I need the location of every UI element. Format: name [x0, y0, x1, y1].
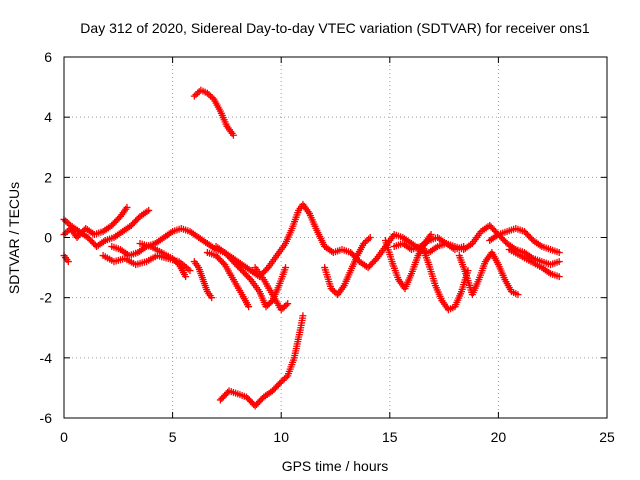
- series-track-p: [455, 249, 522, 299]
- data-points: [60, 86, 563, 410]
- data-point: [277, 306, 285, 314]
- data-point: [264, 301, 272, 309]
- data-point: [371, 256, 379, 264]
- y-tick-label: -2: [40, 290, 53, 306]
- series-track-k: [190, 86, 237, 139]
- series-track-b: [60, 206, 153, 251]
- data-point: [145, 206, 153, 214]
- data-point: [262, 303, 270, 311]
- x-tick-label: 25: [599, 429, 615, 445]
- series-track-o: [418, 243, 472, 314]
- series-track-m: [321, 234, 374, 299]
- x-tick-label: 0: [60, 429, 68, 445]
- data-point: [280, 375, 288, 383]
- data-point: [263, 265, 271, 273]
- series-track-a: [60, 203, 131, 241]
- data-point: [192, 91, 200, 99]
- data-point: [282, 301, 290, 309]
- data-point: [64, 258, 72, 266]
- series-track-g: [190, 258, 216, 302]
- y-tick-label: 2: [44, 169, 52, 185]
- data-point: [245, 303, 253, 311]
- x-tick-label: 20: [491, 429, 507, 445]
- x-tick-label: 10: [273, 429, 289, 445]
- y-tick-label: 4: [44, 109, 52, 125]
- y-tick-label: 6: [44, 49, 52, 65]
- data-point: [555, 273, 563, 281]
- y-tick-label: -4: [40, 350, 53, 366]
- data-point: [365, 235, 373, 243]
- data-point: [282, 373, 290, 381]
- series-track-q: [486, 224, 563, 257]
- data-point: [282, 264, 290, 272]
- data-point: [460, 243, 468, 251]
- data-point: [280, 303, 288, 311]
- data-point: [276, 379, 284, 387]
- data-point: [208, 294, 216, 302]
- data-point: [277, 378, 285, 386]
- series-track-h: [203, 249, 253, 311]
- axis-ticks: [63, 56, 608, 419]
- data-point: [265, 300, 273, 308]
- plot-frame: [63, 56, 608, 419]
- x-tick-label: 5: [169, 429, 177, 445]
- chart-title: Day 312 of 2020, Sidereal Day-to-day VTE…: [80, 20, 590, 36]
- data-point: [267, 298, 275, 306]
- data-point: [555, 249, 563, 257]
- data-point: [182, 273, 190, 281]
- y-axis-label: SDTVAR / TECUs: [6, 182, 22, 294]
- data-point: [329, 286, 337, 294]
- series-track-r: [505, 246, 563, 281]
- data-point: [299, 312, 307, 320]
- data-point: [62, 229, 70, 237]
- data-point: [219, 259, 227, 267]
- series-track-j: [251, 264, 292, 314]
- data-point: [229, 131, 237, 139]
- data-point: [555, 258, 563, 266]
- x-axis-label: GPS time / hours: [282, 458, 389, 474]
- data-point: [186, 267, 194, 275]
- data-point: [363, 237, 371, 245]
- x-tick-label: 15: [382, 429, 398, 445]
- series-track-l: [216, 312, 307, 410]
- data-point: [190, 92, 198, 100]
- data-point: [205, 91, 213, 99]
- data-point: [207, 92, 215, 100]
- grid: [64, 57, 607, 418]
- data-point: [170, 256, 178, 264]
- data-point: [245, 274, 253, 282]
- series-track-f: [136, 240, 190, 281]
- data-point: [169, 255, 177, 263]
- data-point: [327, 285, 335, 293]
- data-point: [279, 304, 287, 312]
- tick-labels: 0 5 10 15 20 25 -6 -4 -2 0 2 4 6: [40, 49, 615, 445]
- data-point: [123, 203, 131, 211]
- series-track-c: [60, 252, 72, 266]
- data-point: [279, 376, 287, 384]
- data-point: [330, 288, 338, 296]
- data-point: [194, 89, 202, 97]
- data-point: [63, 218, 71, 226]
- data-point: [172, 258, 180, 266]
- data-point: [514, 291, 522, 299]
- data-point: [63, 227, 71, 235]
- data-point: [203, 89, 211, 97]
- data-point: [360, 240, 368, 248]
- data-point: [366, 234, 374, 241]
- data-point: [62, 217, 70, 225]
- series-track-d: [108, 200, 563, 281]
- data-point: [173, 259, 181, 267]
- series-track-s: [390, 234, 468, 254]
- y-tick-label: -6: [40, 410, 53, 426]
- data-point: [208, 94, 216, 102]
- data-point: [284, 300, 292, 308]
- y-tick-label: 0: [44, 230, 52, 246]
- data-point: [361, 238, 369, 246]
